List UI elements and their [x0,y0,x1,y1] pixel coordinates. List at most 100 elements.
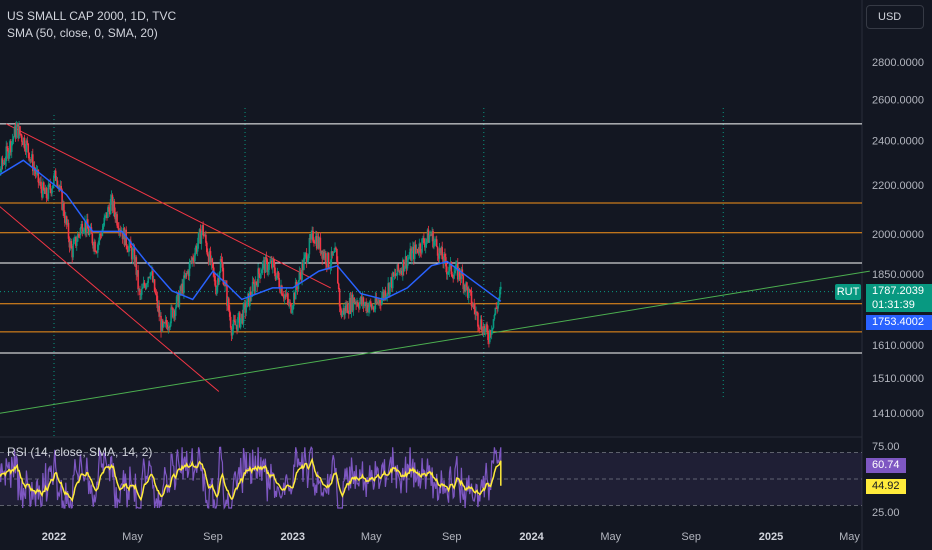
candle-body [467,287,469,298]
candle-body [263,260,266,273]
candle-body [362,297,365,306]
candle-body [409,248,411,258]
candle-body [380,297,383,305]
candle-body [170,307,172,324]
candle-body [313,241,315,243]
candle-body [456,263,459,280]
candle-body [97,244,99,253]
candle-body [178,294,181,307]
candle-body [200,232,203,244]
candle-body [72,243,74,258]
candle-body [194,252,196,261]
price-tick-label: 2000.0000 [872,229,924,241]
candle-body [495,307,498,309]
candle-body [459,276,462,280]
candle-body [390,277,392,283]
candle-body [40,181,42,189]
candle-body [101,229,104,236]
candle-body [136,270,139,275]
candle-body [468,289,471,291]
candle-body [65,216,68,225]
candle-body [291,310,293,313]
candle-body [52,184,54,189]
candle-body [162,320,164,327]
candle-body [284,294,287,296]
candle-body [195,246,198,252]
candle-body [36,169,39,171]
candle-body [15,126,18,138]
candle-body [397,264,400,272]
candle-body [158,305,160,317]
candle-body [98,234,101,241]
candle-body [411,250,413,261]
currency-button[interactable]: USD [866,5,924,29]
candle-body [378,300,380,304]
candle-body [434,239,437,241]
candle-body [395,275,398,277]
candle-body [159,315,161,317]
sma-legend[interactable]: SMA (50, close, 0, SMA, 20) [7,26,158,40]
candle-body [207,255,210,264]
candle-body [73,239,75,244]
candle-body [306,260,309,264]
candle-body [53,170,56,176]
candle-body [444,253,446,258]
candle-body [350,294,353,313]
candle-body [42,182,45,190]
candle-body [85,221,87,233]
chart-title[interactable]: US SMALL CAP 2000, 1D, TVC [7,9,177,23]
candle-body [478,328,481,329]
candle-body [155,293,158,296]
candle-body [303,257,305,270]
rsi-ma-value-tag: 44.92 [866,479,906,494]
candle-body [28,152,30,161]
candle-body [457,268,460,280]
candle-body [187,271,190,277]
candle-body [247,293,249,298]
candle-body [44,187,47,194]
candle-body [115,214,117,220]
candle-body [185,273,188,274]
candle-body [435,239,438,247]
candle-body [421,238,423,253]
candle-body [156,295,159,309]
candle-body [50,189,52,194]
candle-body [2,162,5,165]
candle-body [0,158,3,171]
candle-body [353,297,356,303]
candle-body [112,201,115,211]
candle-body [8,152,10,159]
candle-body [139,289,141,296]
candle-body [426,229,429,239]
candle-body [341,312,344,317]
candle-body [261,262,264,271]
candle-body [55,180,58,182]
candle-body [286,293,289,299]
candle-body [371,307,374,309]
candle-body [305,252,308,264]
candle-body [97,240,100,245]
candle-body [258,268,260,274]
candle-body [238,312,240,318]
candle-body [322,251,324,259]
rsi-legend[interactable]: RSI (14, close, SMA, 14, 2) [7,445,153,459]
candle-body [35,170,38,175]
candle-body [30,159,32,161]
candle-body [144,285,147,289]
candle-body [298,272,301,281]
candle-body [201,225,204,233]
candle-body [445,266,448,275]
candle-body [488,339,490,343]
candle-body [471,305,474,307]
candle-body [387,283,389,294]
candle-body [463,284,465,290]
candle-body [213,271,215,276]
candle-body [251,282,254,297]
candle-body [167,326,170,330]
candle-body [76,234,79,242]
candle-body [118,228,120,233]
candle-body [162,322,165,327]
candle-body [351,294,354,311]
candle-body [105,212,107,216]
